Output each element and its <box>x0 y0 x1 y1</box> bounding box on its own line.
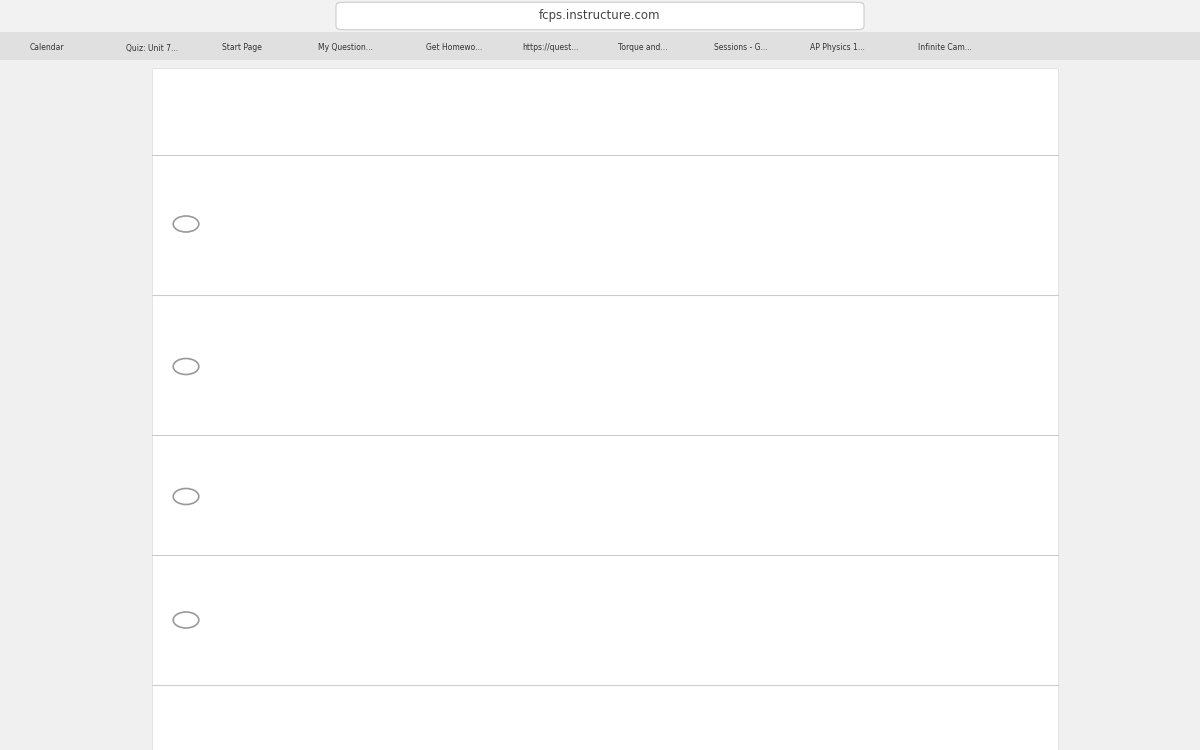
Text: torque: torque <box>391 92 454 111</box>
Text: fcps.instructure.com: fcps.instructure.com <box>539 10 661 22</box>
Text: Sessions - G...: Sessions - G... <box>714 44 768 52</box>
Text: time: time <box>258 609 288 622</box>
Text: torque: torque <box>155 508 168 551</box>
Text: time: time <box>258 336 288 350</box>
Text: https://quest...: https://quest... <box>522 44 578 52</box>
Text: time: time <box>498 92 541 111</box>
Text: My Question...: My Question... <box>318 44 373 52</box>
Text: vs.: vs. <box>450 92 488 111</box>
Text: time: time <box>258 478 288 492</box>
Text: Start Page: Start Page <box>222 44 262 52</box>
Text: graphs would produce the greatest change in angular: graphs would produce the greatest change… <box>538 92 1049 111</box>
Text: Infinite Cam...: Infinite Cam... <box>918 44 972 52</box>
Text: time: time <box>258 732 288 746</box>
Text: torque: torque <box>155 631 168 675</box>
Text: Quiz: Unit 7...: Quiz: Unit 7... <box>126 44 178 52</box>
Text: Which of the following: Which of the following <box>169 92 383 111</box>
Text: torque: torque <box>155 377 168 422</box>
Text: Get Homewo...: Get Homewo... <box>426 44 482 52</box>
Text: AP Physics 1...: AP Physics 1... <box>810 44 865 52</box>
Text: Calendar: Calendar <box>30 44 65 52</box>
Text: torque: torque <box>155 235 168 279</box>
Text: momentum for a ball? (The maximum torque for each graph is the same.): momentum for a ball? (The maximum torque… <box>169 151 865 170</box>
Text: Torque and...: Torque and... <box>618 44 667 52</box>
